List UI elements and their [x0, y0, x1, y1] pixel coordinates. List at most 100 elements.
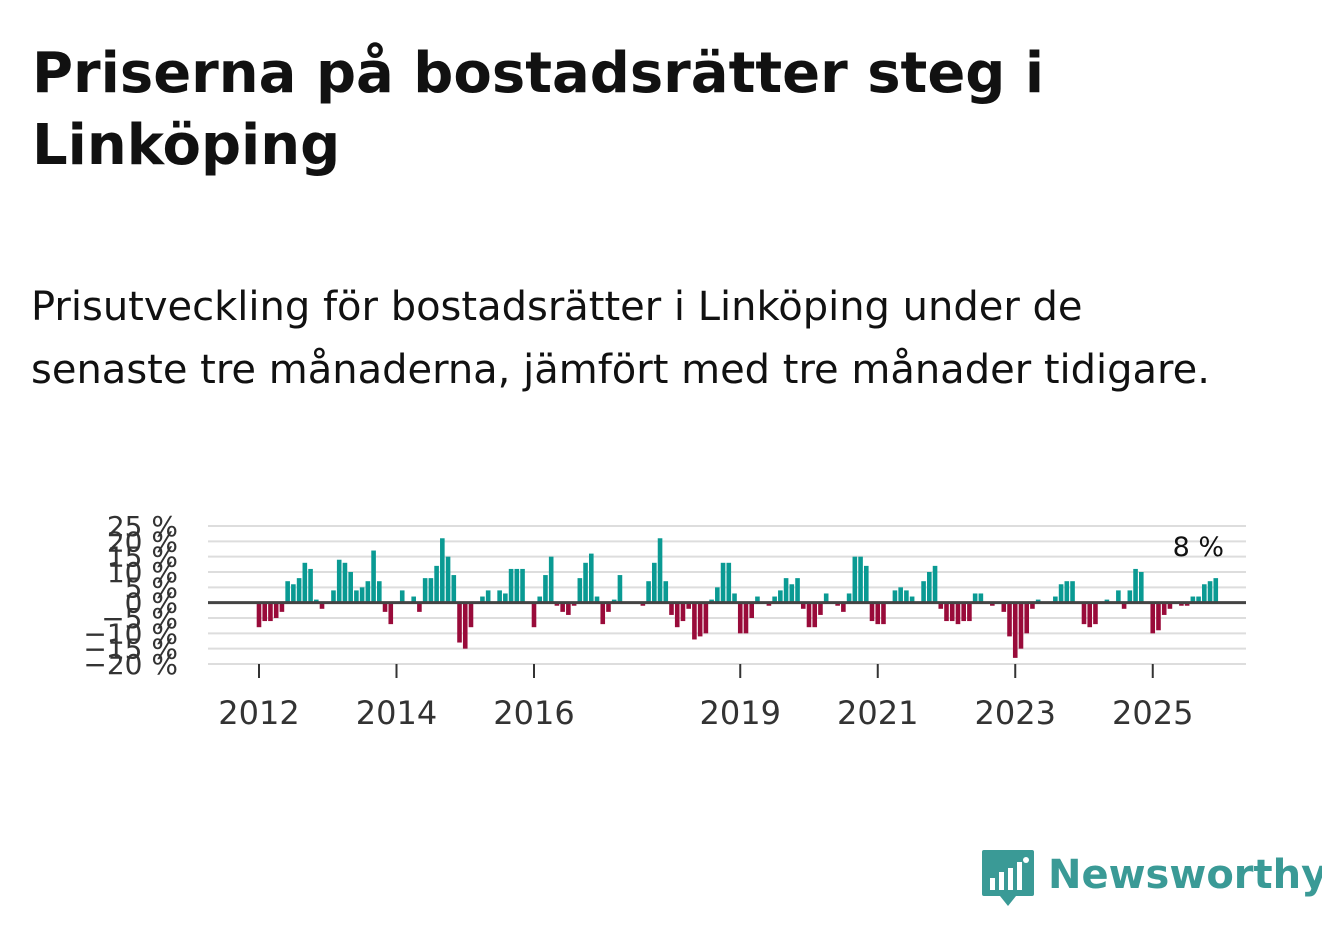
brand-name: Newsworthy [1048, 852, 1322, 898]
bar [927, 572, 932, 603]
bar [399, 590, 405, 603]
bar [749, 602, 755, 618]
bar [302, 562, 308, 603]
bar [990, 602, 995, 606]
bar [1007, 602, 1012, 637]
y-tick-label: −5 % [101, 602, 178, 635]
bar [308, 568, 313, 603]
bar [835, 602, 840, 606]
bar [961, 602, 966, 622]
bar [514, 568, 520, 603]
bar [1064, 581, 1070, 603]
bar [279, 602, 285, 612]
bar [1035, 599, 1041, 603]
bar [422, 578, 428, 603]
bar [1058, 584, 1064, 603]
bar [531, 602, 537, 628]
bar [560, 602, 565, 612]
price-change-bar-chart: −20 %−15 %−10 %−5 %0 %5 %10 %15 %20 %25 … [83, 510, 1246, 732]
bar [640, 602, 646, 606]
bar [273, 602, 279, 618]
bar [508, 568, 514, 603]
bar [520, 568, 525, 603]
newsworthy-brand[interactable]: Newsworthy [980, 848, 1322, 912]
bar [1133, 568, 1138, 603]
bar [485, 590, 491, 603]
bar [1053, 596, 1058, 603]
bar [428, 578, 434, 603]
bar [382, 602, 388, 612]
bar [715, 587, 720, 603]
bar [823, 593, 829, 603]
x-tick-label: 2025 [1112, 694, 1193, 732]
bar [554, 602, 560, 606]
y-axis-tick-labels: −20 %−15 %−10 %−5 %0 %5 %10 %15 %20 %25 … [83, 510, 178, 681]
bar [909, 596, 915, 603]
y-tick-label: 0 % [125, 587, 178, 620]
bar [858, 556, 863, 603]
bar [863, 565, 869, 603]
bar [566, 602, 571, 615]
x-tick-label: 2014 [356, 694, 437, 732]
x-tick-label: 2012 [218, 694, 299, 732]
bar [955, 602, 961, 625]
x-axis: 2012 2014 2016 2019 2021 2023 2025 [218, 664, 1193, 732]
bar [256, 602, 262, 628]
bar [795, 578, 800, 603]
page-title: Priserna på bostadsrätter steg i Linköpi… [32, 41, 1045, 178]
bar [772, 596, 777, 603]
bar [262, 602, 268, 622]
bar [331, 590, 336, 603]
bar [881, 602, 886, 625]
bar [766, 602, 772, 606]
x-tick-label: 2016 [493, 694, 574, 732]
bar [743, 602, 749, 634]
bar [411, 596, 416, 603]
bar [354, 590, 359, 603]
y-tick-label: 10 % [107, 556, 178, 589]
bar [1093, 602, 1098, 625]
bar [869, 602, 875, 622]
bar [342, 562, 348, 603]
bar [972, 593, 978, 603]
bar [1030, 602, 1035, 609]
bar [932, 565, 938, 603]
bar [978, 593, 984, 603]
bar [674, 602, 680, 628]
bar [967, 602, 972, 622]
bar [1121, 602, 1127, 609]
bar [852, 556, 858, 603]
bar [818, 602, 823, 615]
bar [1087, 602, 1093, 628]
bar [1104, 599, 1110, 603]
bar [480, 596, 485, 603]
bar [600, 602, 606, 625]
bar [732, 593, 737, 603]
bar [313, 599, 319, 603]
bar [846, 593, 852, 603]
bar [1202, 584, 1207, 603]
bar [812, 602, 818, 628]
x-tick-label: 2021 [837, 694, 918, 732]
bar [577, 578, 583, 603]
bar [611, 599, 617, 603]
bar [548, 556, 554, 603]
bar [291, 584, 296, 603]
bar [720, 562, 726, 603]
bar [949, 602, 955, 622]
bar [588, 553, 594, 603]
bar [938, 602, 944, 609]
bar [371, 550, 376, 603]
bar [755, 596, 760, 603]
bar [434, 565, 439, 603]
bar [841, 602, 846, 612]
bar [789, 584, 795, 603]
bar [594, 596, 600, 603]
bar [377, 581, 382, 603]
bar [663, 581, 669, 603]
bar [468, 602, 474, 628]
bar [440, 538, 445, 603]
y-tick-label: 5 % [125, 571, 178, 604]
bar [359, 587, 365, 603]
bar [944, 602, 949, 622]
